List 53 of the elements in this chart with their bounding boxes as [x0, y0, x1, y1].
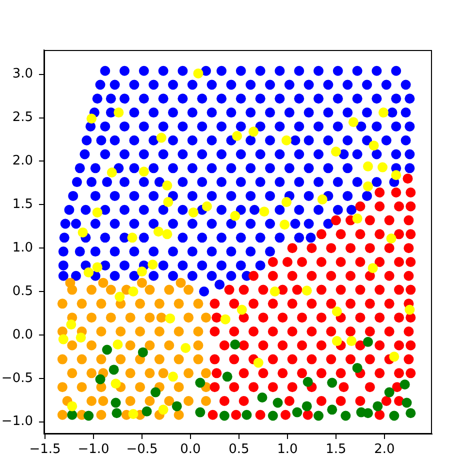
point: [195, 407, 206, 418]
point: [327, 378, 338, 388]
y-tick-label: 0.5: [12, 284, 33, 299]
point: [219, 410, 230, 421]
point: [362, 408, 373, 418]
y-tick-label: 1.0: [12, 240, 33, 256]
point: [352, 362, 362, 373]
point: [242, 410, 252, 420]
x-tick-label: 0.0: [180, 442, 201, 458]
point: [292, 407, 302, 418]
x-tick-label: 1.5: [326, 442, 346, 458]
point: [195, 378, 206, 388]
x-tick-label: −1.5: [29, 442, 61, 458]
point: [327, 404, 338, 415]
point: [302, 376, 313, 387]
x-tick-label: 2.0: [374, 442, 395, 458]
point: [102, 344, 112, 355]
y-tick-label: 2.5: [12, 110, 33, 126]
point: [172, 401, 182, 412]
point: [314, 410, 324, 421]
point: [400, 379, 410, 390]
point: [268, 410, 278, 421]
point: [230, 340, 240, 350]
x-tick-label: 0.5: [228, 442, 250, 458]
point: [67, 410, 78, 420]
x-tick-label: −1.0: [78, 442, 110, 458]
y-tick-label: 3.0: [12, 66, 33, 82]
point: [150, 387, 161, 398]
point: [110, 398, 121, 408]
point: [406, 408, 416, 418]
point: [138, 347, 148, 358]
y-tick-label: 0.0: [12, 327, 33, 342]
point: [402, 398, 412, 408]
point: [95, 374, 106, 384]
point: [272, 398, 283, 408]
y-tick-label: −1.0: [1, 414, 33, 430]
point: [362, 336, 373, 347]
x-tick-label: 1.0: [277, 442, 298, 458]
point: [389, 410, 400, 421]
point: [222, 372, 232, 382]
point: [340, 410, 351, 421]
point: [112, 408, 122, 418]
point: [302, 401, 312, 412]
y-tick-label: −0.5: [1, 370, 33, 386]
y-tick-label: 2.0: [12, 154, 33, 169]
point: [142, 406, 152, 416]
point: [84, 410, 94, 421]
y-tick-label: 1.5: [12, 197, 33, 212]
point: [372, 401, 383, 412]
x-tick-label: −0.5: [126, 442, 158, 458]
point: [257, 392, 268, 403]
point: [108, 364, 119, 375]
point: [384, 387, 394, 398]
